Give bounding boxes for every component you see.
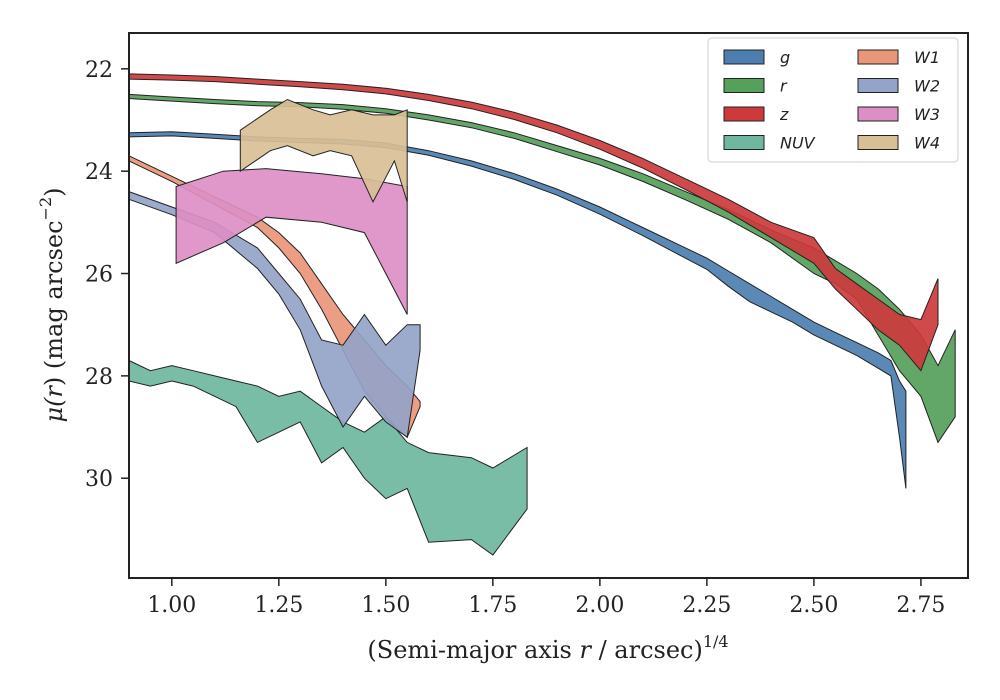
y-tick-label: 22 <box>85 58 113 83</box>
band-r <box>128 93 956 444</box>
legend-label-nuv: NUV <box>780 134 816 153</box>
x-tick-label: 1.50 <box>361 593 410 618</box>
band-z <box>128 73 939 372</box>
legend-swatch-nuv <box>723 135 765 150</box>
band-w3 <box>175 168 408 315</box>
legend-swatch-w1 <box>857 49 899 65</box>
legend-swatch-w2 <box>857 78 899 93</box>
legend-label-r: r <box>780 77 788 96</box>
legend-label-g: g <box>780 48 790 67</box>
y-tick-label: 24 <box>85 160 113 185</box>
legend-swatch-z <box>723 106 765 122</box>
x-tick-label: 2.25 <box>682 593 731 618</box>
x-axis-label: (Semi-major axis r / arcsec)1/4 <box>367 632 728 664</box>
axis-ticks: 1.00 1.25 1.50 1.75 2.00 2.25 2.50 2.75 22 24 26 28… <box>85 58 945 618</box>
legend: grz NUV W1 W2 W3 W4 <box>707 37 959 163</box>
x-tick-label: 2.75 <box>896 593 945 618</box>
legend-label-z: z <box>779 105 789 124</box>
series-bands <box>128 73 956 556</box>
y-axis-label: μ(r) (mag arcsec−2) <box>36 187 68 422</box>
legend-swatch-w3 <box>857 106 899 122</box>
band-w2 <box>128 190 421 439</box>
x-tick-label: 1.00 <box>147 593 196 618</box>
legend-label-w2: W2 <box>914 77 940 96</box>
legend-box <box>707 37 959 163</box>
legend-label-w4: W4 <box>914 134 940 153</box>
x-tick-label: 2.00 <box>575 593 624 618</box>
legend-label-w3: W3 <box>914 105 940 124</box>
plot-frame <box>128 32 969 579</box>
x-tick-label: 1.75 <box>468 593 517 618</box>
band-nuv <box>128 359 528 556</box>
legend-swatch-g <box>723 49 765 65</box>
band-w4 <box>239 98 408 204</box>
x-tick-label: 1.25 <box>254 593 303 618</box>
y-tick-label: 28 <box>85 365 113 390</box>
y-tick-label: 26 <box>85 263 113 288</box>
y-tick-label: 30 <box>85 467 113 492</box>
x-tick-label: 2.50 <box>789 593 838 618</box>
legend-swatch-w4 <box>857 135 899 150</box>
legend-swatch-r <box>723 78 765 93</box>
legend-label-w1: W1 <box>914 48 940 67</box>
band-g <box>128 131 907 489</box>
